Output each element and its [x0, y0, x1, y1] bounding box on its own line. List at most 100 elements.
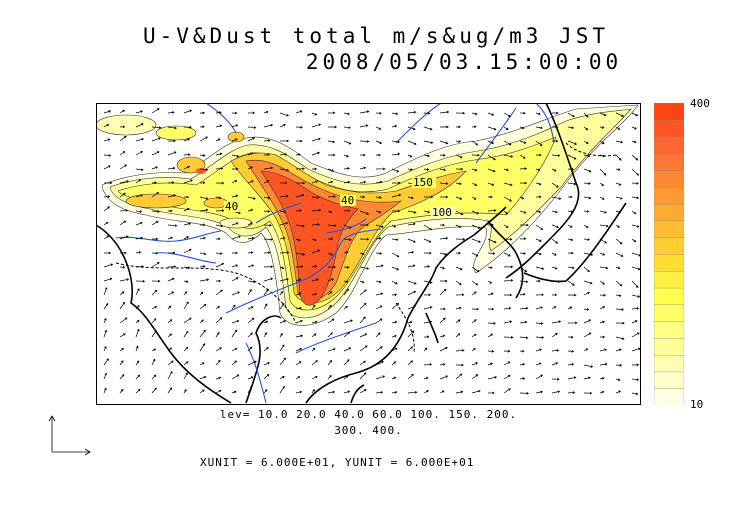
wind-arrow: [343, 126, 351, 129]
wind-arrow: [440, 279, 448, 283]
wind-arrow: [455, 251, 461, 255]
wind-arrow: [455, 182, 462, 186]
wind-arrow: [311, 304, 316, 310]
wind-arrow: [423, 280, 433, 284]
wind-arrow: [295, 361, 302, 366]
wind-arrow: [199, 111, 206, 115]
wind-arrow: [551, 362, 559, 366]
wind-arrow: [407, 290, 417, 296]
wind-arrow: [567, 224, 573, 228]
wind-arrow: [423, 140, 434, 144]
wind-arrow: [135, 123, 144, 128]
wind-arrow: [167, 209, 173, 213]
wind-arrow: [247, 360, 257, 366]
wind-arrow: [487, 168, 496, 173]
wind-arrow: [407, 280, 417, 285]
wind-arrow: [551, 332, 558, 338]
wind-arrow: [119, 374, 125, 380]
wind-arrow: [599, 377, 605, 380]
wind-arrow: [519, 237, 527, 241]
wind-arrow: [343, 305, 348, 310]
wind-arrow: [327, 195, 336, 198]
wind-arrow: [407, 110, 417, 114]
wind-arrow: [231, 222, 239, 226]
wind-arrow: [631, 392, 639, 396]
wind-arrow: [407, 360, 414, 366]
wind-arrow: [199, 252, 207, 256]
wind-arrow: [247, 166, 253, 170]
wind-arrow: [247, 317, 255, 324]
wind-arrow: [567, 167, 575, 171]
wind-arrow: [247, 180, 254, 184]
wind-arrow: [247, 306, 254, 310]
wind-arrow: [471, 266, 480, 273]
wind-arrow: [599, 154, 606, 158]
wind-arrow: [327, 168, 335, 172]
wind-arrow: [423, 363, 433, 366]
wind-arrow: [295, 278, 302, 282]
wind-arrow: [375, 167, 386, 171]
wind-arrow: [199, 389, 205, 394]
colorbar: [653, 102, 685, 406]
wind-arrow: [103, 138, 111, 142]
wind-arrow: [231, 138, 238, 142]
wind-arrow: [615, 196, 623, 200]
wind-arrow: [167, 360, 174, 366]
wind-arrow: [487, 322, 496, 325]
wind-arrow: [247, 111, 256, 115]
wind-arrow: [631, 363, 640, 367]
wind-arrow: [551, 266, 558, 270]
wind-arrow: [343, 331, 351, 338]
wind-arrow: [567, 293, 577, 297]
wind-arrow: [535, 210, 542, 214]
wind-arrow: [167, 347, 173, 352]
wind-arrow: [343, 390, 351, 394]
wind-arrow: [263, 196, 271, 200]
wind-arrow: [439, 125, 449, 129]
wind-arrow: [471, 238, 481, 243]
wind-arrow: [519, 293, 526, 296]
wind-arrow: [439, 288, 447, 296]
wind-arrow: [583, 196, 592, 200]
wind-arrow: [343, 251, 349, 254]
wind-arrow: [615, 224, 620, 228]
wind-arrow: [167, 305, 172, 310]
wind-arrow: [247, 222, 253, 226]
wind-arrow: [343, 359, 350, 366]
wind-arrow: [183, 389, 187, 394]
wind-arrow: [375, 153, 381, 157]
wind-arrow: [503, 349, 511, 353]
wind-arrow: [215, 389, 222, 394]
wind-arrow: [199, 343, 206, 352]
wind-arrow: [151, 151, 160, 156]
wind-arrow: [151, 220, 159, 226]
wind-arrow: [519, 280, 529, 284]
wind-arrow: [391, 168, 400, 173]
wind-arrow: [359, 140, 370, 143]
wind-arrow: [231, 319, 240, 324]
wind-arrow: [183, 195, 190, 199]
wind-arrow: [151, 306, 158, 310]
reference-vector-axes: [40, 412, 96, 457]
wind-arrow: [487, 154, 496, 161]
wind-arrow: [535, 252, 542, 256]
wind-arrow: [327, 304, 332, 310]
wind-arrow: [391, 334, 397, 338]
wind-arrow: [311, 265, 318, 268]
wind-arrow: [311, 238, 317, 242]
wind-arrow: [135, 236, 144, 240]
wind-arrow: [343, 224, 352, 229]
wind-arrow: [167, 236, 173, 240]
wind-arrow: [295, 306, 302, 310]
wind-arrow: [311, 249, 321, 254]
wind-arrow: [407, 346, 413, 352]
wind-arrow: [327, 291, 333, 296]
wind-arrow: [295, 224, 305, 228]
wind-arrow: [375, 126, 382, 130]
wind-arrow: [535, 390, 544, 394]
wind-arrow: [151, 251, 159, 255]
wind-arrow: [487, 362, 493, 366]
wind-arrow: [375, 224, 384, 229]
wind-arrow: [135, 194, 144, 198]
wind-arrow: [279, 385, 285, 394]
